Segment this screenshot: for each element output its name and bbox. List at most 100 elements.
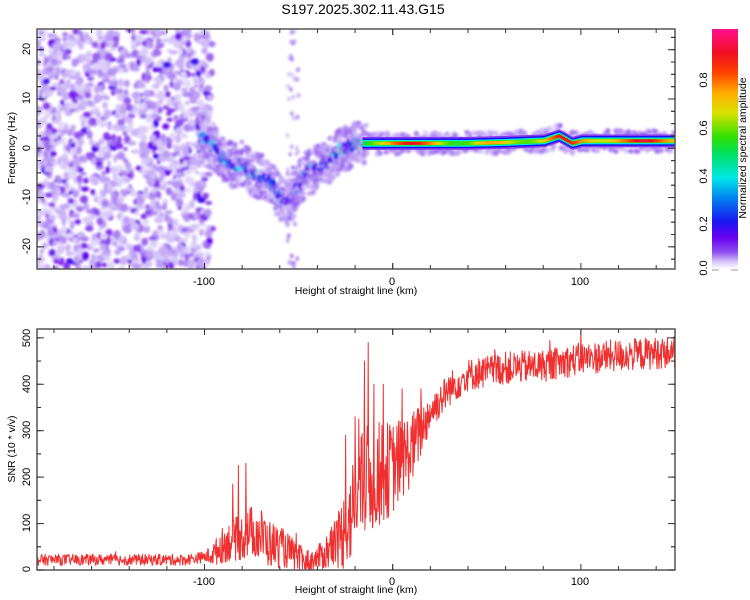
spectrogram-cell [82, 63, 89, 72]
spectrogram-cell [383, 141, 386, 145]
spectrogram-cell [42, 242, 47, 250]
colorbar-tick-label: 0.8 [698, 72, 710, 87]
spectrogram-cell [77, 30, 83, 36]
spectrogram-cell [190, 223, 200, 231]
spectrogram-cell [117, 118, 125, 126]
spectrogram-cell [298, 169, 304, 175]
spectrogram-cell [40, 159, 45, 167]
spectrogram-cell [120, 221, 126, 227]
snr-panel: -100 0 100 Height of straight line (km) … [6, 328, 676, 596]
spectrogram-cell [161, 73, 168, 78]
spectrogram-cell [370, 141, 373, 145]
spectrogram-cell [105, 228, 113, 237]
spectrogram-cell [521, 130, 527, 136]
spectrogram-cell [586, 139, 590, 143]
spectrogram-cell [513, 140, 516, 144]
spectrogram-cell [100, 242, 106, 250]
spectrogram-cell [148, 236, 157, 241]
spectrogram-cell [615, 139, 618, 143]
spectrogram-cell [519, 140, 522, 144]
spectrogram-cell [188, 164, 197, 172]
spectrogram-cell [126, 53, 134, 58]
spectrogram-cell [296, 67, 300, 73]
spectrogram-cell [292, 260, 296, 266]
spectrogram-cell [646, 129, 652, 135]
spectrogram-cell [63, 143, 68, 152]
spectrogram-cell [139, 113, 147, 119]
spectrogram-cell [463, 141, 466, 145]
snr-xtick-label: 0 [389, 576, 395, 588]
spectrogram-cell [174, 119, 184, 127]
spectrogram-cell [406, 141, 409, 145]
spectrogram-cell [200, 65, 206, 74]
spectrogram-frame [36, 28, 676, 270]
spectrogram-cell [95, 111, 102, 118]
spectrogram-cell [58, 121, 66, 131]
spectrogram-cell [454, 151, 460, 157]
spectrogram-cell [213, 132, 219, 138]
spectrogram-cell [114, 142, 124, 150]
spectrogram-cell [48, 202, 56, 208]
spectrogram-cell [185, 33, 193, 38]
spectrogram-cell [430, 148, 436, 154]
spectrogram-cell [204, 171, 213, 177]
snr-y-ticks [37, 329, 675, 571]
spectrogram-cell [514, 140, 517, 144]
spectrogram-cell [621, 139, 624, 143]
spectrogram-cell [97, 227, 105, 232]
spectrogram-cell [82, 177, 89, 184]
spectrogram-cell [53, 258, 60, 265]
spectrogram-cell [528, 139, 531, 143]
spectrogram-cell [170, 248, 176, 254]
spectrogram-cell [576, 140, 579, 144]
spectrogram-cell [82, 216, 91, 224]
spectrogram-cell [122, 158, 129, 164]
snr-x-axis-label: Height of straight line (km) [295, 584, 418, 596]
spectrogram-cell [70, 220, 75, 230]
spectrogram-cell [110, 78, 119, 88]
spectrogram-cell [549, 137, 552, 141]
spectrogram-cell [442, 141, 445, 145]
spectrogram-cell [91, 117, 97, 125]
spectrogram-cell [394, 141, 397, 145]
spectrogram-cell [448, 141, 451, 145]
spectrogram-cell [504, 140, 507, 144]
spectrogram-cell [626, 139, 629, 143]
spectrogram-cell [200, 114, 206, 120]
spectrogram-cell [51, 114, 57, 122]
spectrogram-cell [140, 248, 146, 254]
spectrogram-cell [428, 141, 432, 145]
spectrogram-cell [205, 119, 211, 125]
spectrogram-cell [286, 215, 292, 221]
spectrogram-cell [492, 141, 495, 145]
spectrogram-cell [594, 148, 600, 154]
spectrogram-cell [172, 77, 177, 85]
spectrogram-cell [376, 141, 379, 145]
spectrogram-cell [37, 261, 41, 269]
spectrogram-cell [422, 130, 428, 136]
spectrogram-cell [419, 141, 422, 145]
spectrogram-cell [676, 134, 678, 147]
spectrogram-cell [284, 221, 290, 227]
spectrogram-cell [80, 186, 90, 192]
spectrogram-cell [352, 127, 358, 133]
spectrogram-cell [275, 171, 281, 177]
spectrogram-cell [102, 72, 110, 81]
spectrogram-cell [74, 219, 81, 225]
spectrogram-cell [205, 225, 212, 230]
spectrogram-cell [338, 166, 344, 172]
spectrogram-cell [173, 257, 179, 267]
spectrogram-cell [115, 110, 121, 115]
spectrogram-cell [140, 167, 149, 172]
spectrogram-cell [99, 233, 109, 240]
spectrogram-cell [362, 141, 365, 145]
spectrogram-cell [87, 76, 95, 82]
spectrogram-cell [175, 198, 184, 208]
spectrogram-cell [50, 187, 59, 196]
spectrogram-cell [111, 74, 117, 82]
spectrogram-cell [295, 256, 300, 262]
spectrogram-cell [138, 102, 147, 110]
spectrogram-cell [150, 199, 156, 206]
spectrogram-cell [68, 171, 76, 179]
